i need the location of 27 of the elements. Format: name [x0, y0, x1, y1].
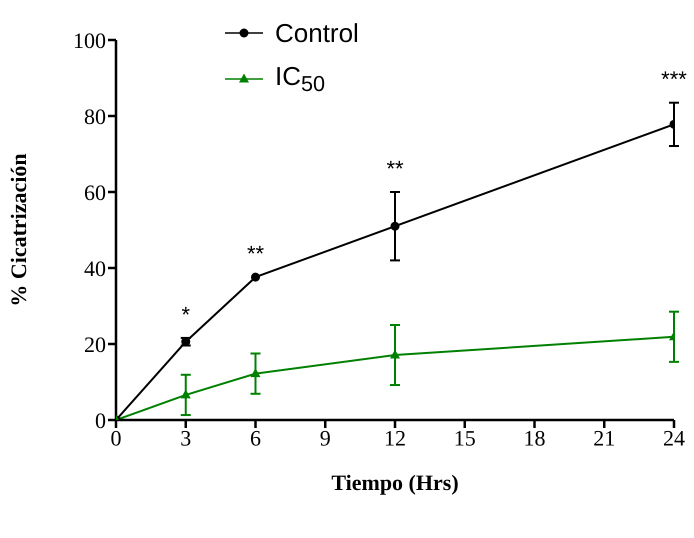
x-axis-title: Tiempo (Hrs) [331, 470, 459, 495]
y-tick-label: 80 [84, 104, 106, 129]
annotation: *** [661, 66, 688, 92]
x-tick-label: 15 [454, 426, 476, 451]
legend-label: Control [275, 18, 359, 48]
x-tick-label: 21 [593, 426, 616, 451]
x-tick-label: 9 [320, 426, 331, 451]
point [251, 272, 260, 282]
y-tick-label: 100 [73, 28, 106, 53]
x-tick-label: 0 [110, 426, 122, 451]
point [390, 350, 400, 359]
y-tick-label: 20 [84, 332, 106, 357]
annotation: ** [386, 156, 404, 181]
point [180, 389, 191, 398]
x-tick-label: 12 [384, 426, 406, 451]
y-tick-label: 60 [84, 180, 106, 205]
y-axis-title: % Cicatrización [6, 153, 31, 307]
annotation: ** [246, 241, 264, 266]
legend-label: IC$_{50}$ [275, 60, 326, 98]
x-tick-label: 18 [524, 426, 546, 451]
y-tick-label: 0 [95, 408, 106, 433]
x-tick-label: 24 [663, 426, 685, 451]
point [390, 222, 400, 231]
annotation: * [181, 302, 190, 327]
x-tick-label: 3 [180, 426, 192, 451]
x-tick-label: 6 [250, 426, 261, 451]
y-tick-label: 40 [84, 256, 106, 281]
